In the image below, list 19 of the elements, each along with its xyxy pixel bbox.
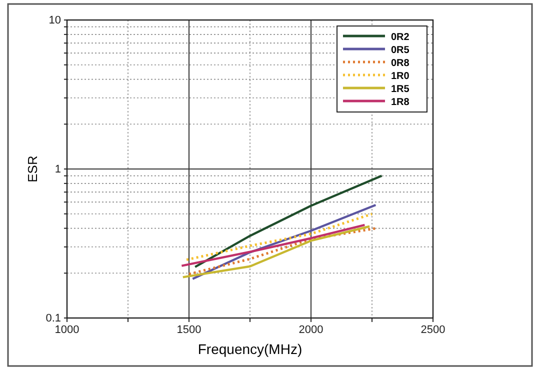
x-tick-label: 1500	[176, 324, 202, 336]
line-series	[185, 212, 374, 261]
legend-label: 1R0	[391, 71, 410, 82]
line-series	[194, 174, 383, 268]
y-tick-label: 0.1	[46, 312, 61, 325]
legend-label: 0R5	[391, 45, 410, 56]
x-tick-label: 2000	[298, 324, 324, 336]
y-axis-title: ESR	[25, 156, 40, 182]
line-series	[192, 204, 377, 280]
x-axis-title: Frequency(MHz)	[198, 341, 302, 357]
y-tick-label: 10	[48, 14, 61, 27]
line-series	[180, 224, 366, 267]
x-tick-label: 2500	[420, 324, 446, 336]
legend-label: 1R8	[391, 97, 410, 108]
legend-label: 0R8	[391, 58, 410, 69]
x-tick-label: 1000	[54, 324, 80, 336]
legend-label: 0R2	[391, 32, 410, 43]
legend-label: 1R5	[391, 84, 410, 95]
y-tick-label: 1	[54, 164, 61, 176]
